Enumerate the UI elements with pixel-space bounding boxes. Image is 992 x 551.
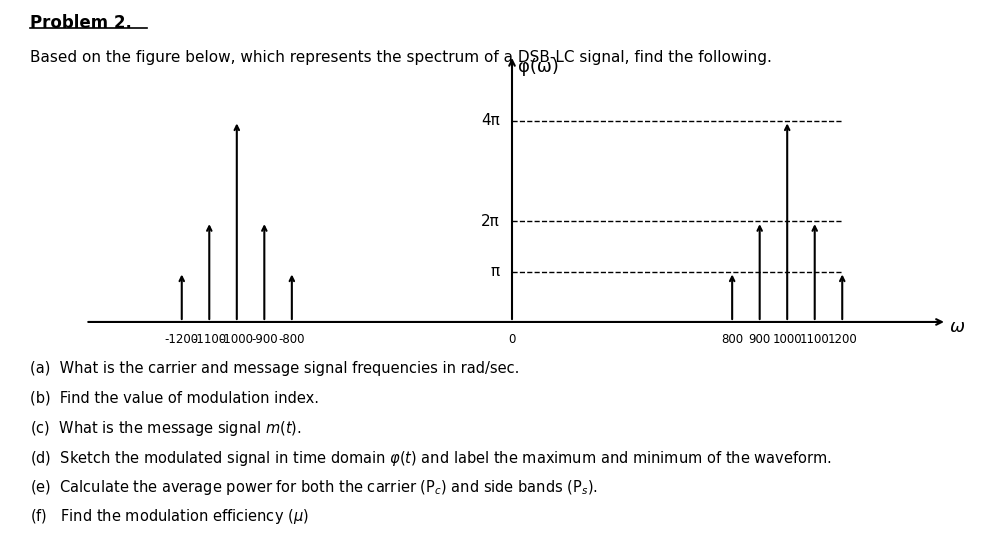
Text: -1200: -1200 [165,333,198,346]
Text: (f)   Find the modulation efficiency ($\mu$): (f) Find the modulation efficiency ($\mu… [30,507,309,526]
Text: 1100: 1100 [800,333,829,346]
Text: (e)  Calculate the average power for both the carrier (P$_c$) and side bands (P$: (e) Calculate the average power for both… [30,478,598,496]
Text: 800: 800 [721,333,743,346]
Text: 1000: 1000 [773,333,802,346]
Text: 1200: 1200 [827,333,857,346]
Text: -900: -900 [251,333,278,346]
Text: Based on the figure below, which represents the spectrum of a DSB-LC signal, fin: Based on the figure below, which represe… [30,50,772,64]
Text: -1000: -1000 [220,333,254,346]
Text: π: π [490,264,500,279]
Text: ω: ω [949,318,964,336]
Text: φ(ω): φ(ω) [518,58,558,75]
Text: -1100: -1100 [192,333,226,346]
Text: 2π: 2π [481,214,500,229]
Text: (b)  Find the value of modulation index.: (b) Find the value of modulation index. [30,390,318,405]
Text: 900: 900 [749,333,771,346]
Text: (a)  What is the carrier and message signal frequencies in rad/sec.: (a) What is the carrier and message sign… [30,361,519,376]
Text: 4π: 4π [481,113,500,128]
Text: (c)  What is the message signal $m(t)$.: (c) What is the message signal $m(t)$. [30,419,302,438]
Text: 0: 0 [508,333,516,346]
Text: -800: -800 [279,333,306,346]
Text: (d)  Sketch the modulated signal in time domain $\varphi(t)$ and label the maxim: (d) Sketch the modulated signal in time … [30,449,831,467]
Text: Problem 2.: Problem 2. [30,14,132,32]
